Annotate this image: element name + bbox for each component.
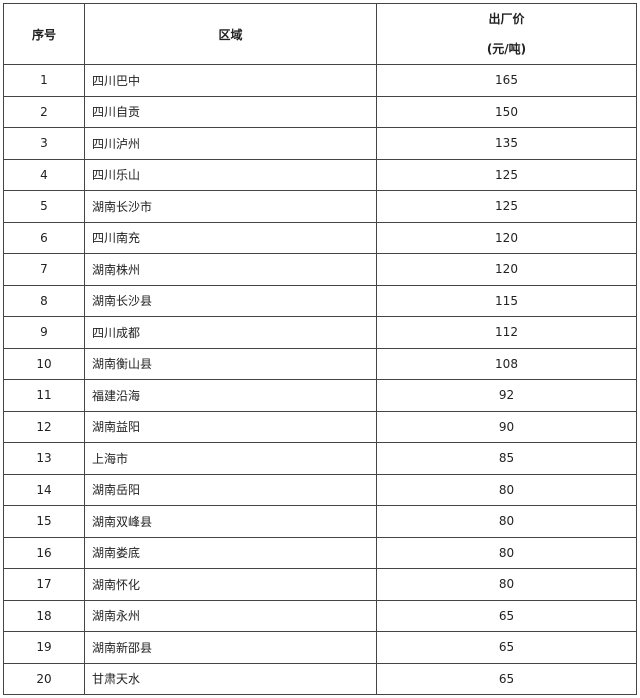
table-row: 8 湖南长沙县 115 — [3, 284, 637, 317]
table-row: 18 湖南永州 65 — [3, 599, 637, 632]
header-price: 出厂价 (元/吨) — [376, 3, 637, 65]
cell-price: 108 — [376, 347, 637, 380]
header-price-unit: (元/吨) — [486, 42, 527, 56]
cell-region: 湖南株州 — [84, 253, 377, 286]
cell-price: 125 — [376, 190, 637, 223]
cell-price: 120 — [376, 253, 637, 286]
cell-index: 16 — [3, 536, 85, 569]
cell-region: 四川自贡 — [84, 95, 377, 128]
price-table: 序号 区域 出厂价 (元/吨) 1 四川巴中 165 2 四川自贡 150 3 四川泸州 135… — [3, 3, 637, 695]
table-row: 17 湖南怀化 80 — [3, 568, 637, 601]
table-row: 1 四川巴中 165 — [3, 64, 637, 97]
cell-price: 115 — [376, 284, 637, 317]
cell-index: 11 — [3, 379, 85, 412]
header-row: 序号 区域 出厂价 (元/吨) — [3, 3, 637, 65]
cell-index: 5 — [3, 190, 85, 223]
cell-price: 80 — [376, 568, 637, 601]
cell-price: 80 — [376, 505, 637, 538]
cell-index: 14 — [3, 473, 85, 506]
table-row: 3 四川泸州 135 — [3, 127, 637, 160]
cell-price: 80 — [376, 536, 637, 569]
table-row: 19 湖南新邵县 65 — [3, 631, 637, 664]
cell-index: 17 — [3, 568, 85, 601]
cell-region: 湖南娄底 — [84, 536, 377, 569]
table-row: 14 湖南岳阳 80 — [3, 473, 637, 506]
cell-region: 四川巴中 — [84, 64, 377, 97]
table-row: 4 四川乐山 125 — [3, 158, 637, 191]
cell-price: 85 — [376, 442, 637, 475]
cell-index: 1 — [3, 64, 85, 97]
cell-price: 92 — [376, 379, 637, 412]
cell-index: 15 — [3, 505, 85, 538]
cell-region: 甘肃天水 — [84, 662, 377, 695]
cell-region: 四川乐山 — [84, 158, 377, 191]
cell-region: 湖南长沙县 — [84, 284, 377, 317]
header-price-label: 出厂价 — [488, 12, 525, 26]
cell-price: 125 — [376, 158, 637, 191]
table-row: 16 湖南娄底 80 — [3, 536, 637, 569]
cell-index: 2 — [3, 95, 85, 128]
table-row: 11 福建沿海 92 — [3, 379, 637, 412]
cell-region: 湖南益阳 — [84, 410, 377, 443]
table-row: 20 甘肃天水 65 — [3, 662, 637, 695]
table-row: 6 四川南充 120 — [3, 221, 637, 254]
cell-price: 135 — [376, 127, 637, 160]
header-region: 区域 — [84, 3, 377, 65]
cell-price: 150 — [376, 95, 637, 128]
cell-price: 65 — [376, 631, 637, 664]
table-row: 12 湖南益阳 90 — [3, 410, 637, 443]
cell-index: 4 — [3, 158, 85, 191]
cell-region: 四川泸州 — [84, 127, 377, 160]
cell-region: 湖南双峰县 — [84, 505, 377, 538]
cell-region: 湖南岳阳 — [84, 473, 377, 506]
cell-region: 四川南充 — [84, 221, 377, 254]
table-row: 15 湖南双峰县 80 — [3, 505, 637, 538]
cell-price: 112 — [376, 316, 637, 349]
cell-index: 13 — [3, 442, 85, 475]
cell-region: 福建沿海 — [84, 379, 377, 412]
table-row: 2 四川自贡 150 — [3, 95, 637, 128]
cell-index: 10 — [3, 347, 85, 380]
cell-index: 19 — [3, 631, 85, 664]
cell-region: 湖南长沙市 — [84, 190, 377, 223]
cell-index: 6 — [3, 221, 85, 254]
table-row: 7 湖南株州 120 — [3, 253, 637, 286]
cell-price: 165 — [376, 64, 637, 97]
cell-index: 7 — [3, 253, 85, 286]
header-index: 序号 — [3, 3, 85, 65]
cell-region: 湖南怀化 — [84, 568, 377, 601]
cell-price: 80 — [376, 473, 637, 506]
cell-index: 12 — [3, 410, 85, 443]
cell-index: 9 — [3, 316, 85, 349]
table-row: 9 四川成都 112 — [3, 316, 637, 349]
cell-region: 四川成都 — [84, 316, 377, 349]
cell-index: 18 — [3, 599, 85, 632]
cell-price: 65 — [376, 599, 637, 632]
cell-region: 湖南永州 — [84, 599, 377, 632]
cell-index: 3 — [3, 127, 85, 160]
table-row: 5 湖南长沙市 125 — [3, 190, 637, 223]
table-row: 10 湖南衡山县 108 — [3, 347, 637, 380]
cell-index: 20 — [3, 662, 85, 695]
cell-price: 65 — [376, 662, 637, 695]
cell-price: 90 — [376, 410, 637, 443]
cell-region: 湖南衡山县 — [84, 347, 377, 380]
cell-price: 120 — [376, 221, 637, 254]
table-row: 13 上海市 85 — [3, 442, 637, 475]
cell-region: 湖南新邵县 — [84, 631, 377, 664]
cell-region: 上海市 — [84, 442, 377, 475]
cell-index: 8 — [3, 284, 85, 317]
